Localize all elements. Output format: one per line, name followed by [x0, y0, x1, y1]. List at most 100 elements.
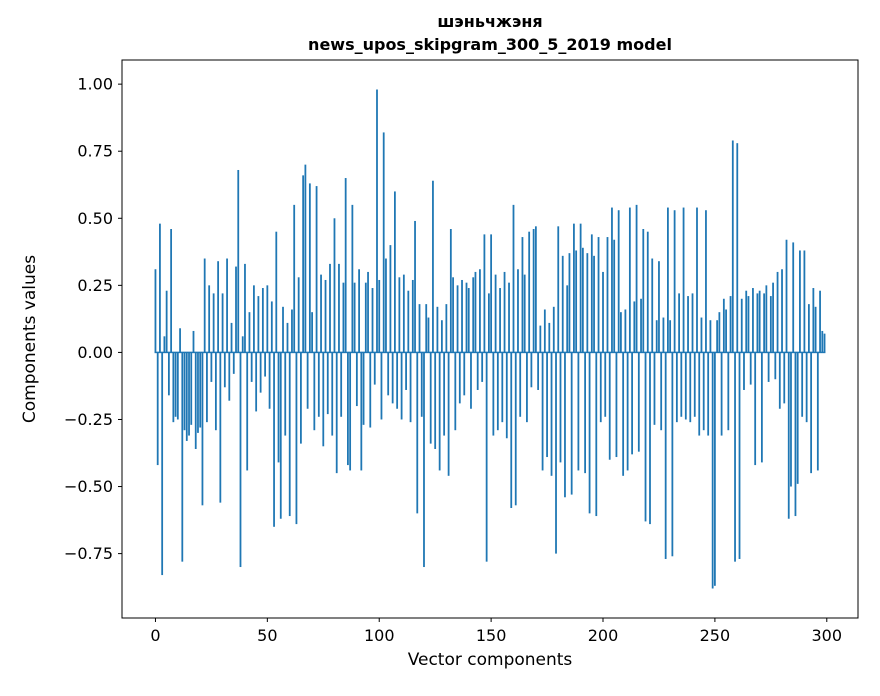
y-tick-label: −0.25: [64, 410, 113, 429]
bar: [338, 263, 340, 353]
bar: [425, 304, 428, 353]
bar: [671, 352, 674, 557]
bar: [539, 325, 542, 353]
bar: [508, 282, 510, 353]
bar: [682, 207, 685, 353]
bar: [304, 164, 307, 353]
plot-border: [121, 59, 859, 619]
bar: [532, 229, 535, 353]
bar: [452, 277, 454, 353]
bar: [176, 352, 179, 420]
bar: [622, 352, 625, 476]
x-tick-label: 0: [150, 626, 160, 645]
bar: [396, 352, 399, 409]
bar: [163, 336, 166, 353]
bar: [528, 231, 531, 353]
bar: [767, 352, 770, 382]
bar: [284, 352, 287, 436]
bar: [212, 293, 215, 353]
bar: [467, 288, 470, 353]
bar: [548, 322, 551, 353]
bar: [716, 320, 719, 353]
bar: [297, 277, 300, 353]
bar: [790, 352, 792, 487]
bar: [799, 250, 801, 353]
bar: [714, 352, 716, 586]
bar: [228, 352, 231, 401]
bar: [673, 210, 676, 353]
bar: [288, 352, 291, 517]
bar: [369, 352, 372, 428]
bar: [360, 352, 363, 471]
bar: [210, 352, 213, 382]
bar: [443, 352, 446, 436]
bar: [311, 312, 313, 353]
y-tick-label: 1.00: [77, 75, 113, 94]
bar: [445, 304, 448, 353]
bar: [277, 352, 280, 463]
bar: [801, 352, 804, 417]
bar: [756, 293, 759, 353]
bar: [599, 352, 602, 423]
bar: [183, 352, 186, 431]
bar: [678, 293, 680, 353]
bar: [371, 288, 374, 353]
bar: [300, 352, 302, 444]
bar: [295, 352, 298, 525]
bar: [734, 352, 736, 562]
bar: [353, 282, 356, 353]
x-tick-label: 100: [364, 626, 395, 645]
bar: [568, 253, 571, 353]
bar: [510, 352, 513, 509]
bar: [402, 274, 405, 353]
bar: [423, 352, 425, 568]
bar: [557, 226, 560, 353]
bar: [434, 352, 437, 449]
bar: [432, 180, 434, 353]
bar: [501, 352, 504, 423]
bar: [635, 204, 638, 353]
bar: [239, 352, 242, 568]
bar: [709, 320, 712, 353]
bar: [188, 352, 190, 436]
bar: [552, 306, 555, 353]
bar: [197, 352, 199, 433]
bar: [778, 352, 781, 409]
bar: [364, 282, 367, 353]
bar: [376, 89, 378, 353]
bar: [810, 352, 813, 474]
bar: [776, 271, 779, 353]
bar: [526, 352, 528, 423]
y-axis-label: Components values: [20, 254, 40, 424]
chart-subtitle: news_upos_skipgram_300_5_2019 model: [308, 35, 672, 54]
bar: [564, 352, 566, 498]
bar: [689, 352, 692, 423]
bar: [291, 309, 293, 353]
y-tick-label: 0.75: [77, 142, 113, 161]
bar: [259, 352, 262, 393]
bar: [223, 352, 226, 388]
bar: [805, 352, 808, 423]
bar: [819, 290, 821, 353]
bar: [626, 352, 629, 471]
bar: [463, 352, 466, 396]
bar: [696, 207, 698, 353]
bar: [335, 352, 338, 474]
bar: [161, 352, 164, 576]
bar: [185, 352, 188, 441]
bar: [487, 293, 490, 353]
bar: [472, 277, 475, 353]
x-tick-label: 250: [700, 626, 731, 645]
bar: [702, 352, 705, 431]
bar: [628, 207, 631, 353]
bar: [604, 352, 607, 417]
bar: [720, 352, 723, 436]
bar: [586, 253, 589, 353]
bar: [456, 285, 459, 353]
bar: [613, 239, 616, 353]
bar: [624, 309, 627, 353]
bar: [411, 279, 414, 353]
bar: [476, 352, 479, 390]
bar: [268, 352, 271, 409]
